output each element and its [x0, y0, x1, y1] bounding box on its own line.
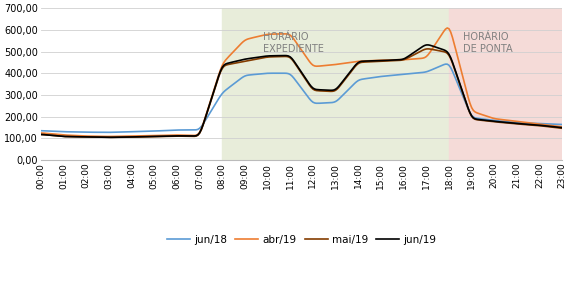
mai/19: [559, 126, 566, 130]
jun/19: [513, 122, 520, 125]
Bar: [449, 8, 562, 160]
jun/18: [359, 78, 365, 81]
jun/18: [39, 129, 46, 133]
Line: mai/19: mai/19: [41, 49, 562, 137]
jun/18: [513, 121, 520, 124]
abr/19: [480, 113, 487, 117]
mai/19: [513, 122, 520, 126]
jun/18: [559, 123, 566, 126]
abr/19: [348, 60, 355, 64]
jun/19: [559, 126, 566, 130]
jun/19: [348, 68, 355, 72]
jun/19: [349, 66, 356, 70]
Bar: [222, 8, 449, 160]
jun/19: [106, 136, 112, 139]
jun/18: [442, 62, 449, 66]
abr/19: [444, 26, 451, 30]
jun/19: [37, 133, 44, 136]
mai/19: [349, 67, 356, 71]
jun/19: [359, 60, 365, 63]
Text: HORÁRIO
DE PONTA: HORÁRIO DE PONTA: [463, 32, 512, 54]
jun/18: [348, 85, 355, 88]
abr/19: [39, 131, 46, 135]
abr/19: [359, 59, 365, 63]
jun/18: [349, 83, 356, 87]
Line: jun/19: jun/19: [41, 45, 562, 137]
abr/19: [349, 60, 356, 64]
mai/19: [37, 133, 44, 136]
Legend: jun/18, abr/19, mai/19, jun/19: jun/18, abr/19, mai/19, jun/19: [163, 230, 441, 249]
jun/19: [39, 133, 46, 136]
abr/19: [513, 119, 520, 123]
abr/19: [559, 125, 566, 129]
jun/18: [104, 130, 111, 134]
mai/19: [39, 133, 46, 136]
abr/19: [106, 135, 112, 138]
mai/19: [348, 70, 355, 73]
mai/19: [480, 119, 487, 123]
abr/19: [37, 131, 44, 135]
Line: jun/18: jun/18: [41, 64, 562, 132]
jun/19: [425, 43, 432, 47]
Text: HORÁRIO
EXPEDIENTE: HORÁRIO EXPEDIENTE: [263, 32, 324, 54]
Line: abr/19: abr/19: [41, 28, 562, 136]
mai/19: [359, 60, 365, 64]
jun/18: [37, 129, 44, 133]
mai/19: [107, 136, 114, 139]
jun/18: [480, 117, 487, 121]
mai/19: [425, 47, 432, 51]
jun/19: [480, 118, 487, 122]
